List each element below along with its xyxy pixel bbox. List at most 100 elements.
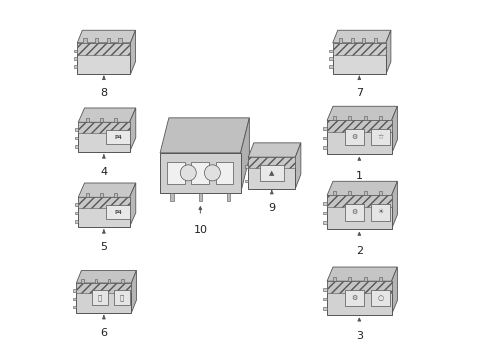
- Bar: [216, 162, 233, 184]
- Polygon shape: [392, 181, 397, 229]
- Bar: [371, 289, 390, 306]
- Bar: [379, 116, 382, 120]
- Bar: [333, 277, 336, 281]
- Bar: [364, 191, 367, 195]
- Bar: [379, 191, 382, 195]
- Bar: [327, 195, 392, 229]
- Polygon shape: [327, 181, 397, 195]
- Bar: [76, 283, 131, 293]
- Text: 10: 10: [194, 225, 207, 235]
- Polygon shape: [131, 270, 136, 313]
- Bar: [95, 279, 97, 283]
- Bar: [78, 197, 129, 208]
- Bar: [167, 162, 185, 184]
- Text: 1: 1: [356, 171, 363, 181]
- Bar: [74, 203, 78, 206]
- Bar: [379, 277, 382, 281]
- Bar: [114, 118, 118, 122]
- Bar: [348, 116, 351, 120]
- Bar: [74, 306, 76, 308]
- Bar: [327, 120, 392, 154]
- Bar: [323, 212, 327, 215]
- Bar: [323, 202, 327, 205]
- Circle shape: [180, 165, 196, 181]
- Text: P4: P4: [114, 135, 122, 140]
- Bar: [323, 146, 327, 149]
- Bar: [74, 57, 77, 60]
- Bar: [78, 122, 129, 152]
- Polygon shape: [241, 118, 249, 193]
- Bar: [345, 289, 365, 306]
- Text: ⓶: ⓶: [120, 294, 124, 301]
- Bar: [339, 38, 342, 43]
- Polygon shape: [333, 30, 391, 43]
- Text: ⚙: ⚙: [352, 134, 358, 140]
- Bar: [74, 128, 78, 131]
- Bar: [78, 197, 129, 227]
- Bar: [171, 193, 174, 201]
- Text: 9: 9: [268, 203, 275, 212]
- Bar: [106, 206, 129, 219]
- Bar: [333, 43, 386, 55]
- Polygon shape: [77, 30, 135, 43]
- Bar: [100, 193, 103, 197]
- Bar: [327, 281, 392, 293]
- Bar: [327, 195, 392, 207]
- Bar: [107, 38, 110, 43]
- Bar: [121, 279, 123, 283]
- Text: ☆: ☆: [377, 134, 384, 140]
- Bar: [323, 127, 327, 130]
- Bar: [192, 162, 209, 184]
- Polygon shape: [392, 106, 397, 154]
- Bar: [323, 221, 327, 224]
- Bar: [345, 204, 365, 221]
- Bar: [86, 193, 89, 197]
- Bar: [333, 116, 336, 120]
- Bar: [323, 307, 327, 310]
- Text: 3: 3: [356, 331, 363, 341]
- Bar: [74, 50, 77, 53]
- Bar: [374, 38, 377, 43]
- Bar: [350, 38, 354, 43]
- Bar: [77, 43, 130, 55]
- Bar: [106, 130, 129, 144]
- Bar: [248, 157, 295, 189]
- Text: P4: P4: [114, 210, 122, 215]
- Bar: [371, 204, 390, 221]
- Text: 7: 7: [356, 88, 363, 98]
- Bar: [333, 191, 336, 195]
- Bar: [86, 118, 89, 122]
- Bar: [74, 212, 78, 215]
- Polygon shape: [295, 143, 301, 189]
- Bar: [364, 116, 367, 120]
- Polygon shape: [327, 106, 397, 120]
- Polygon shape: [386, 30, 391, 74]
- Bar: [227, 193, 230, 201]
- Bar: [245, 166, 248, 168]
- Text: ○: ○: [377, 295, 384, 301]
- Bar: [74, 220, 78, 223]
- Text: 8: 8: [100, 88, 107, 98]
- Bar: [364, 277, 367, 281]
- Polygon shape: [78, 108, 136, 122]
- Bar: [119, 38, 122, 43]
- Bar: [74, 298, 76, 300]
- Polygon shape: [76, 270, 136, 283]
- Bar: [329, 65, 333, 68]
- Polygon shape: [130, 30, 135, 74]
- Bar: [323, 288, 327, 291]
- Bar: [333, 43, 386, 74]
- Bar: [329, 50, 333, 53]
- Bar: [95, 38, 98, 43]
- Polygon shape: [129, 108, 136, 152]
- Bar: [327, 281, 392, 315]
- Bar: [260, 165, 284, 181]
- Bar: [348, 191, 351, 195]
- Bar: [74, 145, 78, 148]
- Text: ▲: ▲: [269, 170, 274, 176]
- Polygon shape: [327, 267, 397, 281]
- Bar: [74, 289, 76, 292]
- Bar: [348, 277, 351, 281]
- Bar: [248, 157, 295, 168]
- Polygon shape: [160, 118, 249, 153]
